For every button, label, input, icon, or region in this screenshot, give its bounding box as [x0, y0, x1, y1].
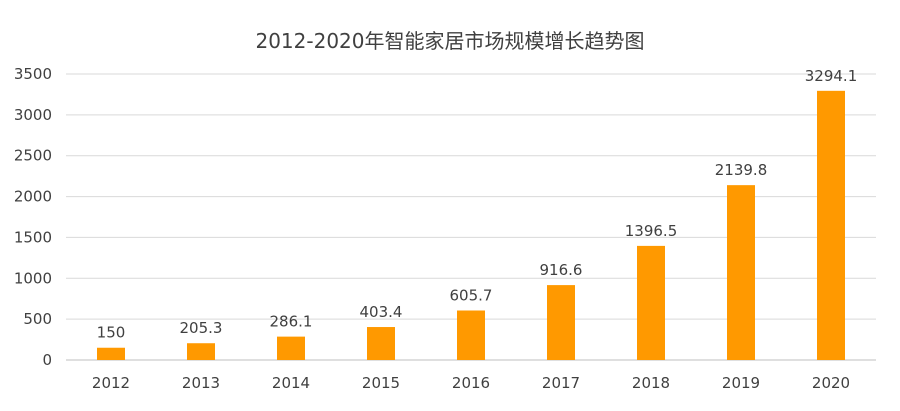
- bar: [367, 327, 395, 360]
- x-tick-label: 2020: [812, 374, 850, 392]
- data-label: 205.3: [180, 319, 223, 337]
- x-tick-label: 2015: [362, 374, 400, 392]
- data-label: 403.4: [360, 303, 403, 321]
- data-label: 150: [97, 324, 126, 342]
- x-tick-label: 2019: [722, 374, 760, 392]
- y-tick-label: 0: [42, 351, 52, 369]
- bar: [727, 185, 755, 360]
- y-tick-label: 3000: [14, 106, 52, 124]
- x-tick-label: 2017: [542, 374, 580, 392]
- bar: [547, 285, 575, 360]
- chart-title: 2012-2020年智能家居市场规模增长趋势图: [255, 29, 645, 53]
- y-tick-label: 2500: [14, 147, 52, 165]
- bar: [97, 347, 125, 360]
- x-tick-label: 2016: [452, 374, 490, 392]
- data-label: 2139.8: [715, 161, 768, 179]
- data-label: 1396.5: [625, 222, 678, 240]
- x-tick-label: 2014: [272, 374, 310, 392]
- x-tick-label: 2018: [632, 374, 670, 392]
- data-label: 3294.1: [805, 67, 858, 85]
- x-tick-label: 2013: [182, 374, 220, 392]
- data-label: 605.7: [450, 287, 493, 305]
- bar: [817, 90, 845, 360]
- bar: [457, 310, 485, 360]
- bar: [187, 343, 215, 360]
- y-tick-label: 2000: [14, 188, 52, 206]
- y-tick-label: 3500: [14, 65, 52, 83]
- y-tick-label: 1000: [14, 269, 52, 287]
- data-label: 286.1: [270, 313, 313, 331]
- bar: [277, 336, 305, 360]
- y-tick-label: 1500: [14, 228, 52, 246]
- bar: [637, 245, 665, 360]
- x-tick-label: 2012: [92, 374, 130, 392]
- y-tick-label: 500: [23, 310, 52, 328]
- data-label: 916.6: [540, 261, 583, 279]
